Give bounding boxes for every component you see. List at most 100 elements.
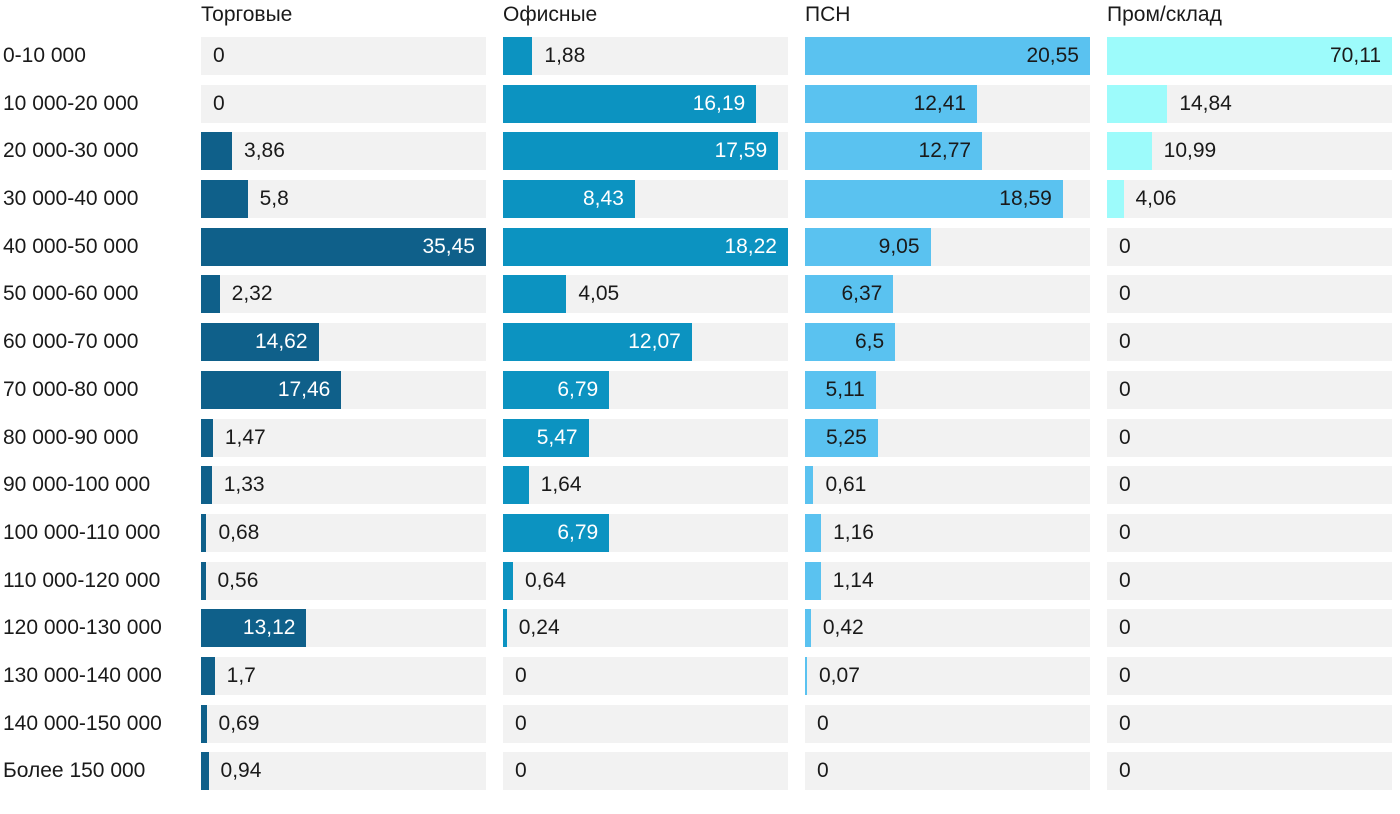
- bar-track: 0: [503, 752, 788, 791]
- bar-track: 1,14: [805, 561, 1090, 600]
- chart-row: 30 000-40 000 5,8 8,43 18,59 4,06: [0, 180, 1400, 228]
- bar-value-label: 5,25: [825, 425, 867, 449]
- bar-segment: [201, 275, 220, 314]
- bar-value-label: 0,24: [518, 616, 560, 640]
- bar-value-label: 0,68: [218, 520, 260, 544]
- chart-cell: 0,64: [503, 561, 805, 600]
- bar-value-label: 0: [1119, 759, 1131, 783]
- bar-track: 16,19: [503, 84, 788, 123]
- bar-track: 0: [805, 704, 1090, 743]
- bar-value-label: 14,84: [1179, 91, 1232, 115]
- row-label: 60 000-70 000: [3, 330, 139, 354]
- chart-cell: 6,5: [805, 323, 1107, 362]
- bar-value-label: 12,77: [918, 139, 972, 163]
- bar-value-label: 0: [515, 711, 527, 735]
- bar-track: 18,59: [805, 180, 1090, 219]
- bar-segment: [805, 418, 878, 457]
- bar-value-label: 5,47: [536, 425, 578, 449]
- bar-segment: [503, 132, 779, 171]
- bar-value-label: 5,8: [259, 187, 289, 211]
- chart-row: 0-10 000 0 1,88 20,55 70,11: [0, 37, 1400, 85]
- bar-segment: [805, 84, 978, 123]
- chart-cell: 6,79: [503, 513, 805, 552]
- bar-value-label: 6,79: [557, 520, 599, 544]
- bar-segment: [201, 609, 307, 648]
- bar-value-label: 0: [1119, 711, 1131, 735]
- chart-cell: 9,05: [805, 227, 1107, 266]
- bar-value-label: 1,88: [544, 44, 586, 67]
- chart-cell: 5,25: [805, 418, 1107, 457]
- bar-value-label: 18,22: [724, 234, 777, 258]
- chart-cell: 35,45: [201, 227, 503, 266]
- bar-segment: [805, 323, 896, 362]
- chart-rows: 0-10 000 0 1,88 20,55 70,11 10 000-20 000 0 16,…: [0, 37, 1400, 800]
- bar-track: 14,62: [201, 323, 486, 362]
- chart-cell: 10,99: [1107, 132, 1400, 171]
- bar-segment: [503, 37, 533, 75]
- bar-segment: [805, 609, 811, 648]
- bar-segment: [503, 180, 635, 219]
- bar-value-label: 0,94: [220, 759, 262, 783]
- row-label: 70 000-80 000: [3, 377, 139, 401]
- bar-value-label: 0,69: [218, 711, 260, 735]
- bar-track: 3,86: [201, 132, 486, 171]
- bar-value-label: 1,64: [540, 473, 582, 497]
- chart-cell: 4,05: [503, 275, 805, 314]
- chart-cell: 1,64: [503, 466, 805, 505]
- row-label: 130 000-140 000: [3, 663, 162, 687]
- bar-value-label: 13,12: [242, 616, 296, 640]
- bar-track: 70,11: [1107, 37, 1392, 75]
- bar-track: 0,24: [503, 609, 788, 648]
- bar-track: 0,69: [201, 704, 486, 743]
- bar-track: 8,43: [503, 180, 788, 219]
- bar-track: 0: [1107, 656, 1392, 695]
- bar-segment: [805, 132, 983, 171]
- bar-segment: [201, 418, 213, 457]
- chart-row: 140 000-150 000 0,69 0 0 0: [0, 704, 1400, 753]
- bar-track: 0: [1107, 609, 1392, 648]
- bar-track: 17,59: [503, 132, 788, 171]
- bar-track: 4,05: [503, 275, 788, 314]
- chart-cell: 3,86: [201, 132, 503, 171]
- bar-value-label: 1,47: [224, 425, 266, 449]
- bar-track: 0: [503, 704, 788, 743]
- chart-cell: 0: [503, 704, 805, 743]
- bar-value-label: 8,43: [583, 187, 624, 211]
- bar-segment: [805, 37, 1090, 75]
- row-label: 110 000-120 000: [3, 568, 161, 592]
- bar-track: 12,07: [503, 323, 788, 362]
- bar-segment: [201, 227, 486, 266]
- bar-track: 1,64: [503, 466, 788, 505]
- bar-track: 6,37: [805, 275, 1090, 314]
- bar-value-label: 0,42: [822, 616, 864, 640]
- chart-cell: 14,84: [1107, 84, 1400, 123]
- bar-value-label: 0: [1119, 282, 1131, 306]
- bar-track: 5,47: [503, 418, 788, 457]
- bar-track: 0,94: [201, 752, 486, 791]
- bar-track: 4,06: [1107, 180, 1392, 219]
- row-label: 40 000-50 000: [3, 234, 139, 258]
- bar-value-label: 0: [1119, 425, 1131, 449]
- row-label: 140 000-150 000: [3, 711, 162, 735]
- bar-value-label: 5,11: [825, 377, 865, 401]
- bar-segment: [201, 323, 319, 362]
- bar-segment: [503, 275, 567, 314]
- bar-track: 10,99: [1107, 132, 1392, 171]
- chart-cell: 0,69: [201, 704, 503, 743]
- bar-segment: [201, 180, 248, 219]
- bar-track: 6,79: [503, 370, 788, 409]
- bar-value-label: 0,61: [825, 473, 867, 497]
- chart-cell: 0: [503, 656, 805, 695]
- bar-segment: [201, 656, 215, 695]
- bar-track: 0,61: [805, 466, 1090, 505]
- bar-segment: [503, 466, 529, 505]
- bar-track: 0: [201, 84, 486, 123]
- bar-track: 0,56: [201, 561, 486, 600]
- bar-track: 1,16: [805, 513, 1090, 552]
- chart-cell: 4,06: [1107, 180, 1400, 219]
- chart-cell: 6,79: [503, 370, 805, 409]
- chart-cell: 5,47: [503, 418, 805, 457]
- bar-segment: [805, 180, 1063, 219]
- chart-cell: 0,68: [201, 513, 503, 552]
- bar-track: 0: [503, 656, 788, 695]
